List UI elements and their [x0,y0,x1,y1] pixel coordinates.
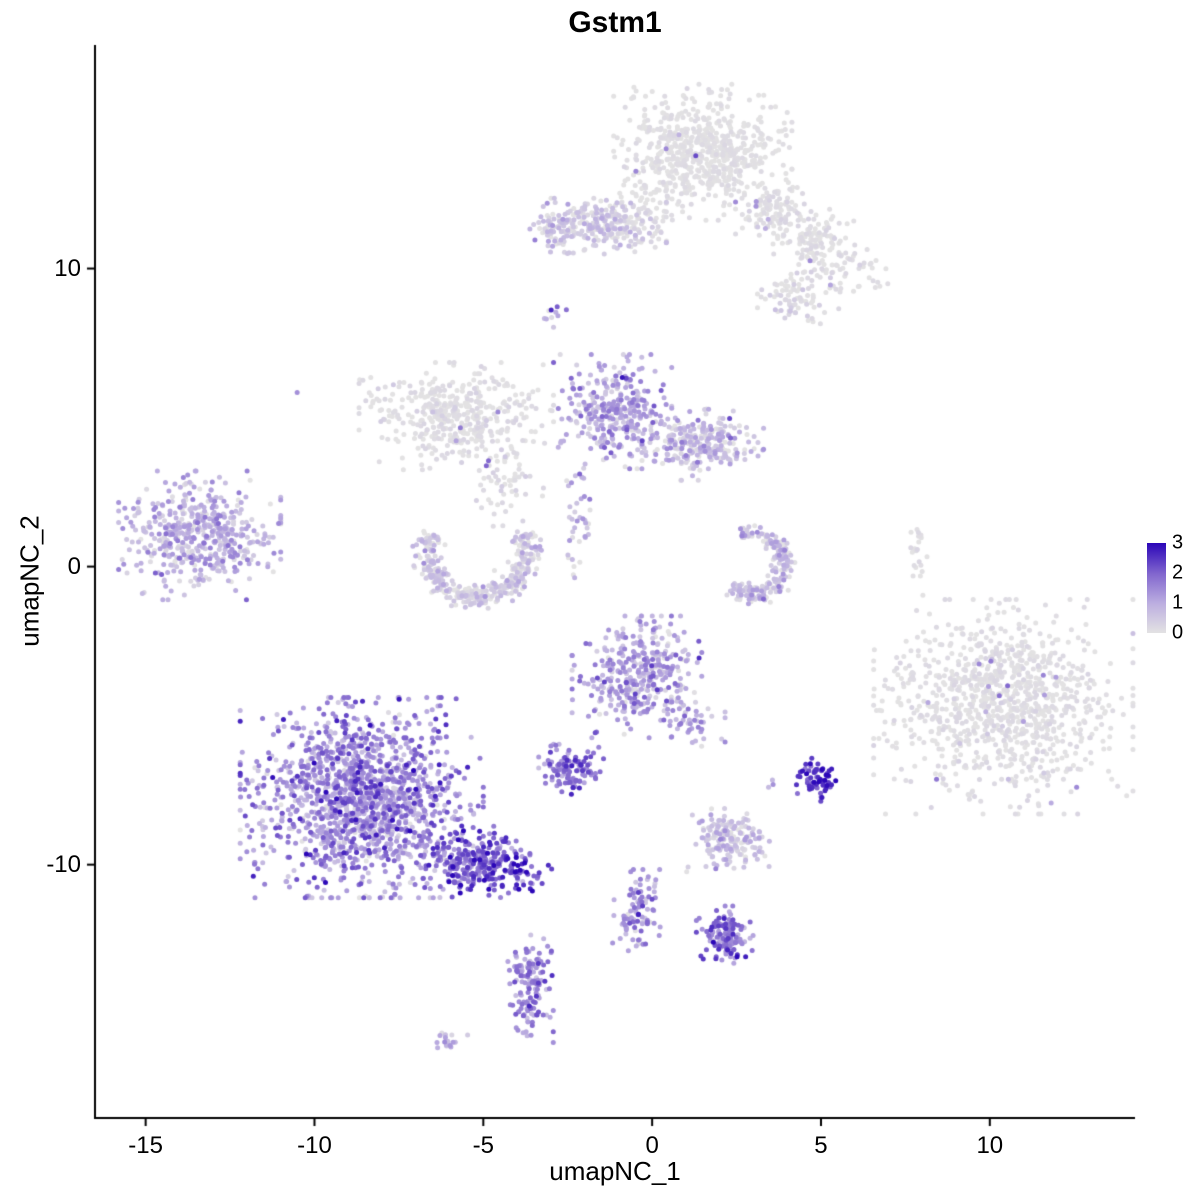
x-tick-label: 5 [814,1132,828,1159]
x-tick-label: -10 [297,1132,332,1159]
legend-tick-label: 2 [1172,561,1184,584]
legend-tick-label: 1 [1172,591,1184,614]
legend-tick-label: 0 [1172,621,1184,644]
chart-title: Gstm1 [568,6,662,39]
legend-tick-label: 3 [1172,531,1184,554]
y-tick-label: 0 [67,552,81,580]
x-tick-label: -5 [472,1132,494,1159]
x-axis-title: umapNC_1 [549,1156,681,1186]
y-axis-title: umapNC_2 [14,515,45,647]
x-tick-label: 0 [645,1132,659,1159]
y-tick-label: 10 [54,254,81,282]
y-tick-label: -10 [46,850,81,878]
x-tick-label: -15 [128,1132,163,1159]
x-tick-label: 10 [976,1132,1004,1159]
legend-gradient-bar [1147,543,1166,633]
